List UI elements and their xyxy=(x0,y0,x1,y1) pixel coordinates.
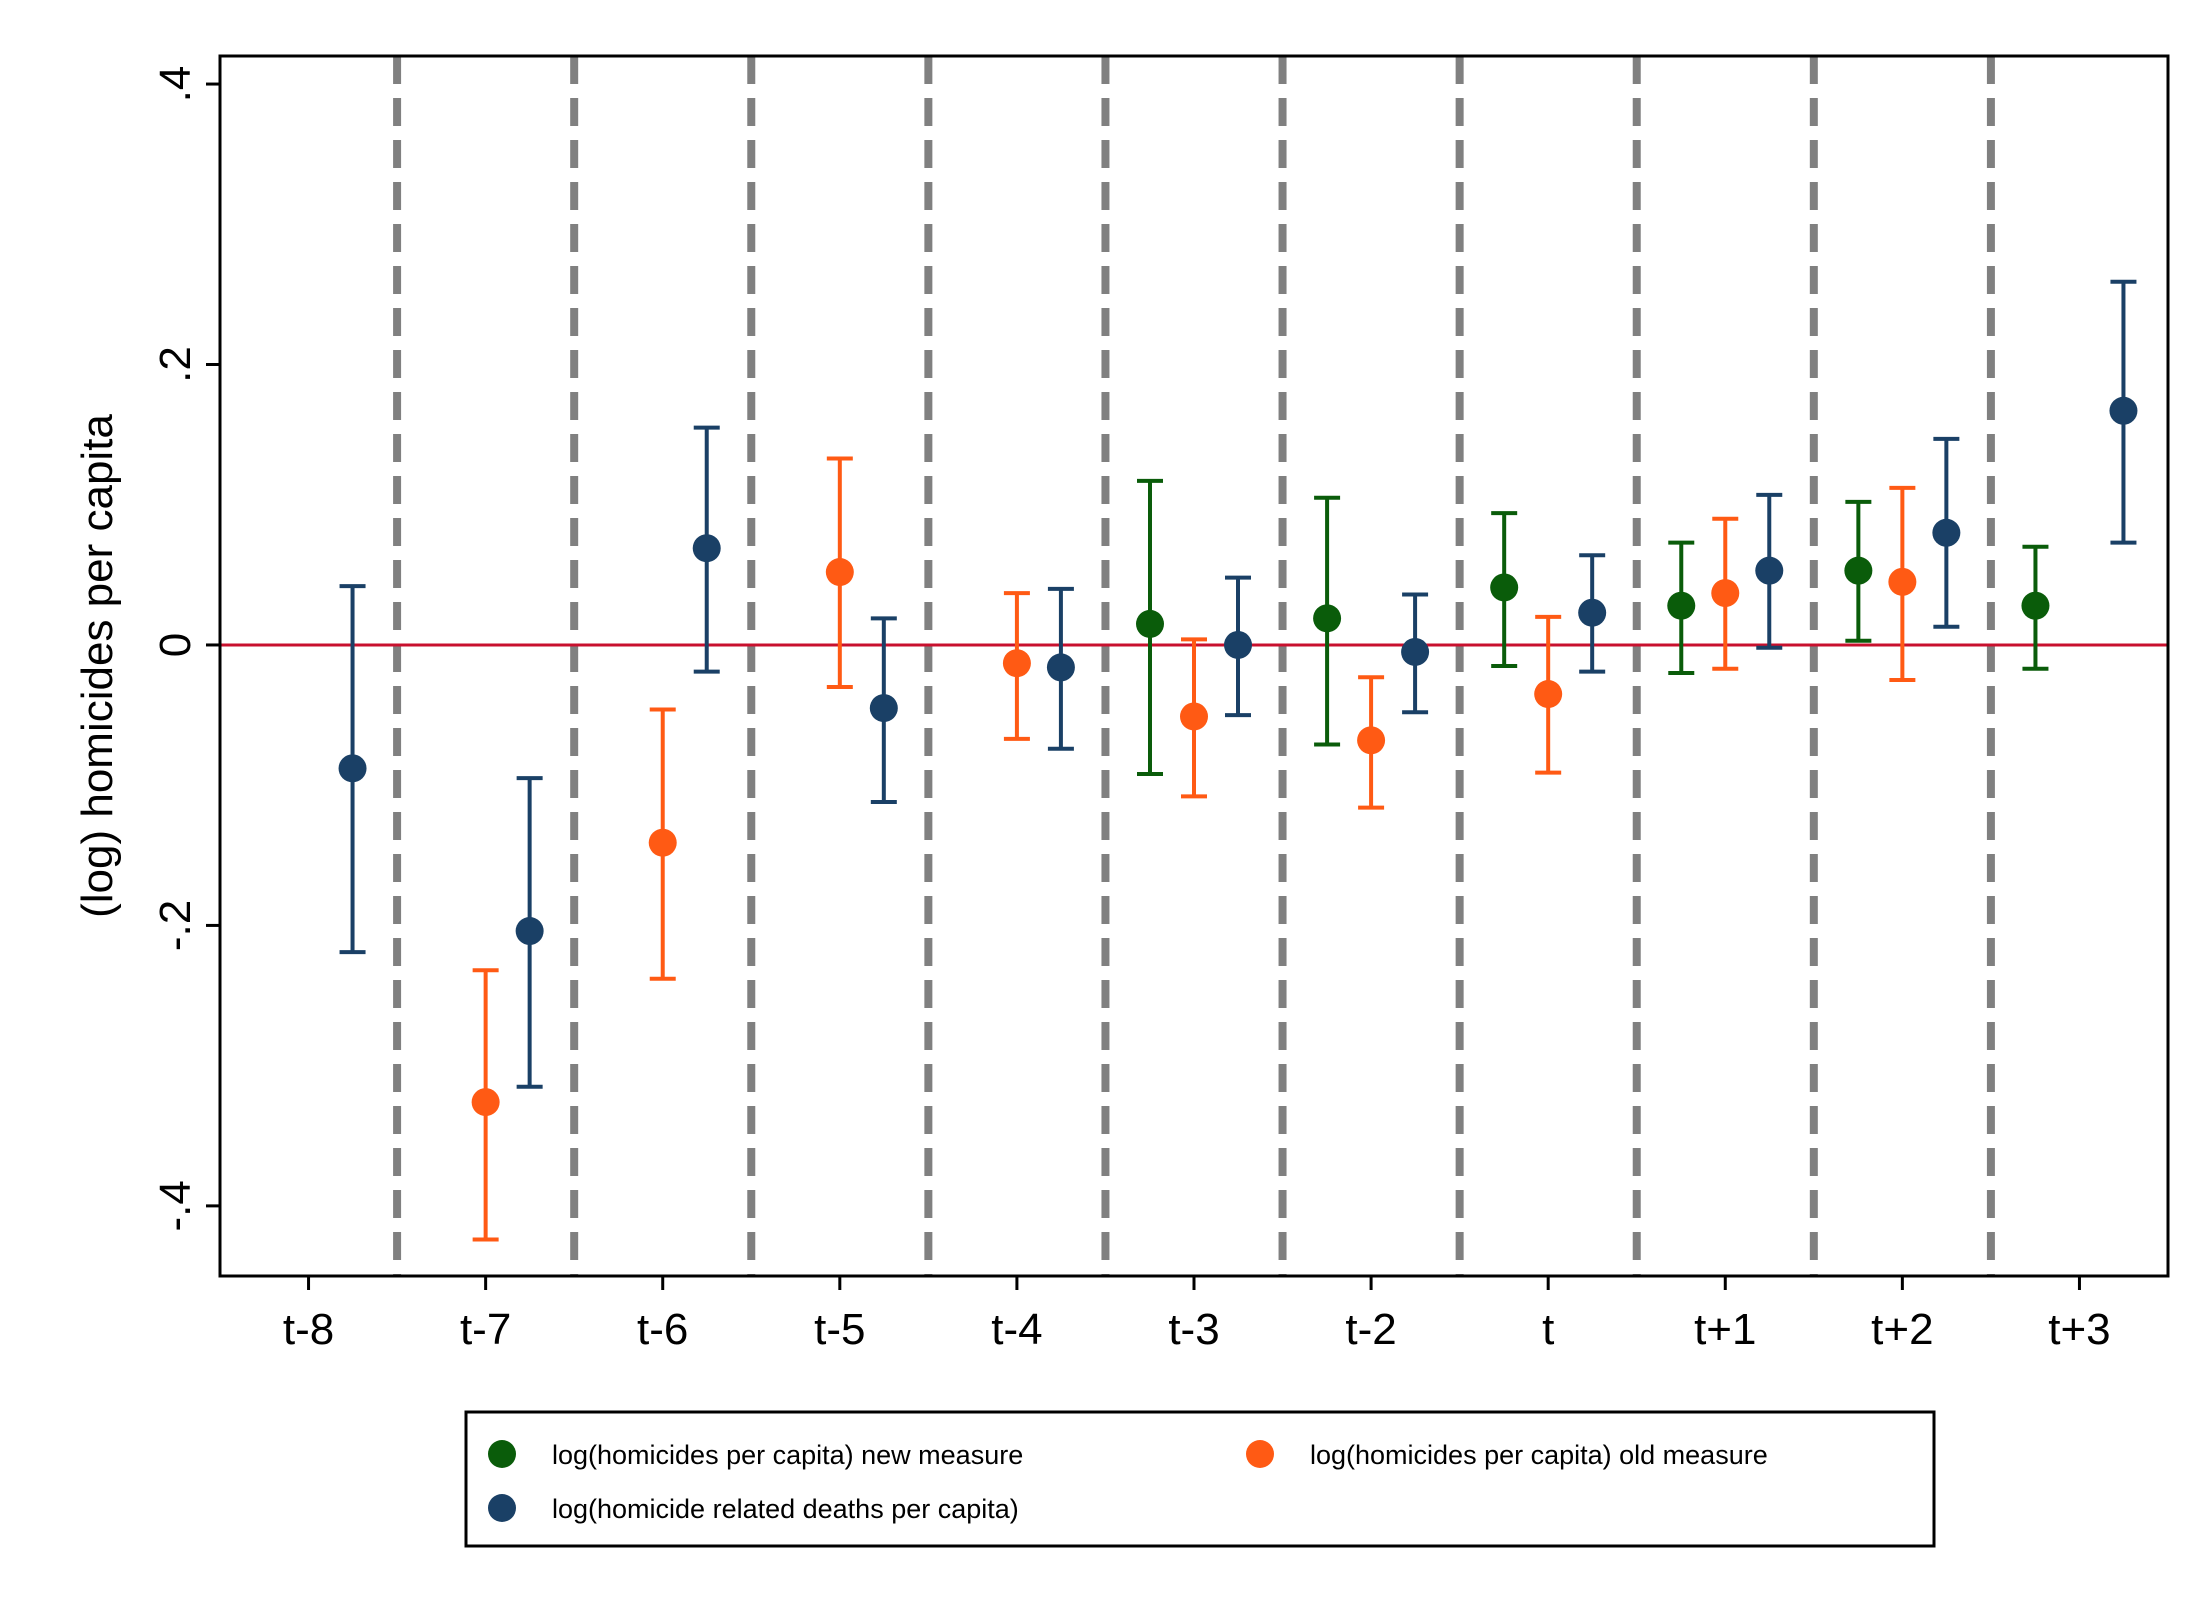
legend-marker xyxy=(488,1440,516,1468)
legend-label: log(homicide related deaths per capita) xyxy=(552,1494,1019,1524)
point-estimate-marker xyxy=(1180,702,1208,731)
point-estimate-marker xyxy=(515,917,544,946)
y-tick-label: .4 xyxy=(151,66,200,103)
legend-marker xyxy=(1246,1440,1274,1468)
x-tick-label: t-8 xyxy=(283,1305,334,1354)
point-estimate-marker xyxy=(1002,649,1031,678)
point-estimate-marker xyxy=(338,754,367,783)
x-tick-label: t-7 xyxy=(460,1305,511,1354)
x-axis: t-8 t-7 t-6 t-5 t-4 t-3 t-2 t t+1 t+2 t+3 xyxy=(283,1276,2111,1354)
point-estimate-marker xyxy=(869,694,898,723)
legend-label: log(homicides per capita) new measure xyxy=(552,1440,1023,1470)
point-estimate-marker xyxy=(1490,573,1519,602)
y-tick-label: 0 xyxy=(151,633,200,657)
legend: log(homicides per capita) new measure log… xyxy=(464,1410,1936,1548)
point-estimate-marker xyxy=(692,534,721,563)
point-estimate-marker xyxy=(648,828,677,857)
x-tick-label: t-6 xyxy=(637,1305,688,1354)
point-estimate-marker xyxy=(2109,396,2138,425)
x-tick-label: t-5 xyxy=(814,1305,865,1354)
point-estimate-marker xyxy=(1755,556,1784,585)
series-group xyxy=(471,456,1917,1242)
point-estimate-marker xyxy=(1046,653,1075,682)
point-estimate-marker xyxy=(1357,726,1386,755)
x-tick-label: t xyxy=(1542,1305,1554,1354)
y-tick-label: .2 xyxy=(151,346,200,383)
legend-marker xyxy=(488,1494,516,1522)
point-estimate-marker xyxy=(1578,598,1607,627)
point-estimate-marker xyxy=(1888,567,1917,596)
x-tick-label: t-4 xyxy=(991,1305,1042,1354)
x-tick-label: t-2 xyxy=(1345,1305,1396,1354)
point-estimate-marker xyxy=(1667,591,1696,620)
point-estimate-marker xyxy=(1534,680,1563,709)
point-estimate-marker xyxy=(1932,518,1961,547)
legend-box xyxy=(464,1410,1936,1548)
y-tick-label: -.4 xyxy=(151,1180,200,1231)
category-separators xyxy=(393,56,1995,1276)
x-tick-label: t+2 xyxy=(1871,1305,1933,1354)
x-tick-label: t-3 xyxy=(1168,1305,1219,1354)
point-estimate-marker xyxy=(1313,604,1342,633)
point-estimate-marker xyxy=(1844,556,1873,585)
y-axis-title: (log) homicides per capita xyxy=(73,414,122,918)
y-axis: -.4 -.2 0 .2 .4 xyxy=(151,66,220,1232)
x-tick-label: t+3 xyxy=(2048,1305,2110,1354)
point-estimate-marker xyxy=(2021,591,2050,620)
data-marks xyxy=(338,279,2138,1242)
point-estimate-marker xyxy=(825,558,854,587)
point-estimate-marker xyxy=(1711,579,1740,608)
y-tick-label: -.2 xyxy=(151,900,200,951)
series-group xyxy=(1136,478,2050,776)
point-estimate-marker xyxy=(1224,630,1252,659)
legend-label: log(homicides per capita) old measure xyxy=(1310,1440,1768,1470)
point-estimate-marker xyxy=(471,1088,500,1117)
x-tick-label: t+1 xyxy=(1694,1305,1756,1354)
point-estimate-marker xyxy=(1136,609,1164,638)
series-group xyxy=(338,279,2138,1089)
point-estimate-marker xyxy=(1401,637,1430,666)
